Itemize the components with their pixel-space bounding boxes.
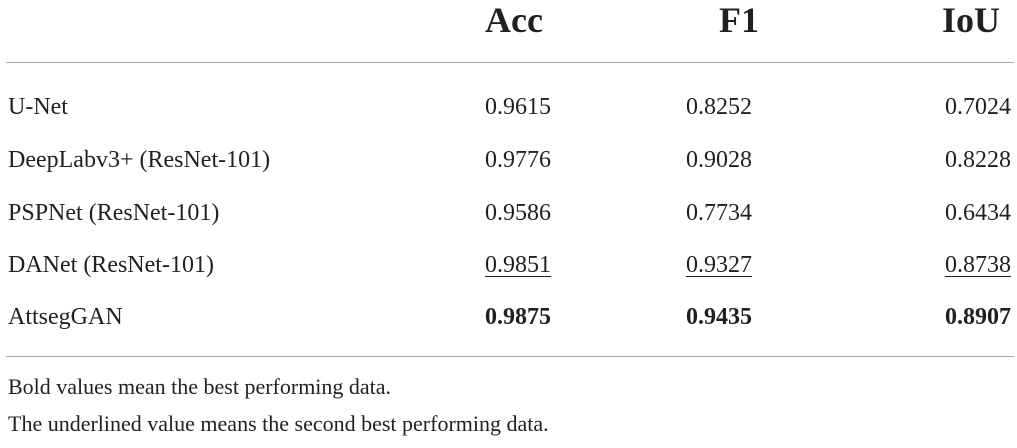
acc-value: 0.9615 (485, 94, 551, 120)
iou-value: 0.6434 (945, 200, 1011, 226)
acc-value: 0.9586 (485, 200, 551, 226)
table-row-danet: DANet (ResNet-101) 0.9851 0.9327 0.8738 (0, 250, 1017, 290)
acc-value-second-best: 0.9851 (485, 252, 551, 278)
f1-value-best: 0.9435 (686, 304, 752, 330)
table-row-deeplabv3: DeepLabv3+ (ResNet-101) 0.9776 0.9028 0.… (0, 145, 1017, 185)
f1-value: 0.7734 (686, 200, 752, 226)
acc-value: 0.9776 (485, 147, 551, 173)
table-header: Acc F1 IoU (0, 0, 1017, 62)
footnote-bold: Bold values mean the best performing dat… (8, 374, 392, 399)
row-label: PSPNet (ResNet-101) (8, 200, 220, 226)
column-header-acc: Acc (485, 0, 543, 40)
header-divider (6, 62, 1014, 63)
f1-value: 0.8252 (686, 94, 752, 120)
column-header-iou: IoU (941, 0, 1000, 40)
footnote-underline: The underlined value means the second be… (8, 411, 549, 436)
iou-value-second-best: 0.8738 (945, 252, 1011, 278)
f1-value: 0.9028 (686, 147, 752, 173)
table-row-attseggan: AttsegGAN 0.9875 0.9435 0.8907 (0, 302, 1017, 342)
row-label: U-Net (8, 94, 68, 120)
column-header-f1: F1 (719, 0, 759, 40)
table-row-unet: U-Net 0.9615 0.8252 0.7024 (0, 92, 1017, 132)
table-row-pspnet: PSPNet (ResNet-101) 0.9586 0.7734 0.6434 (0, 198, 1017, 238)
iou-value-best: 0.8907 (945, 304, 1011, 330)
row-label: DANet (ResNet-101) (8, 252, 214, 278)
f1-value-second-best: 0.9327 (686, 252, 752, 278)
iou-value: 0.8228 (945, 147, 1011, 173)
acc-value-best: 0.9875 (485, 304, 551, 330)
row-label: DeepLabv3+ (ResNet-101) (8, 147, 271, 173)
row-label: AttsegGAN (8, 304, 123, 330)
footer-divider (6, 356, 1014, 357)
iou-value: 0.7024 (945, 94, 1011, 120)
